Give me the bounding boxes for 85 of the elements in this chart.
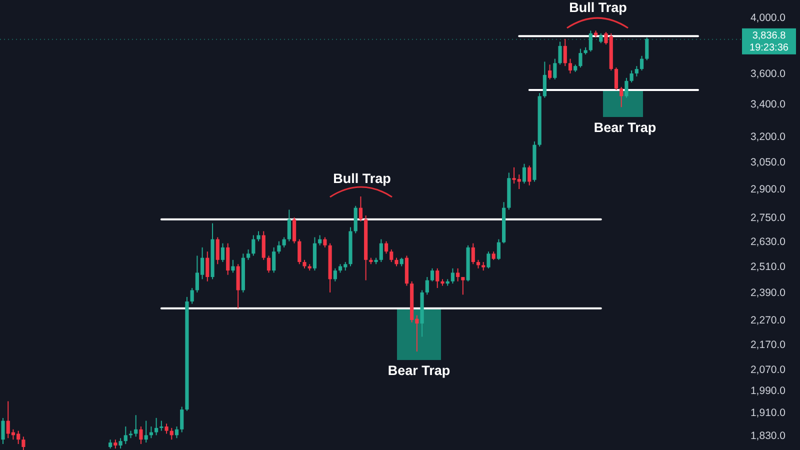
candlestick — [118, 438, 122, 449]
candlestick — [298, 238, 302, 265]
candlestick — [563, 38, 567, 67]
candlestick — [139, 426, 143, 445]
candlestick — [522, 163, 526, 184]
candlestick — [272, 246, 276, 274]
candlestick — [231, 259, 235, 274]
candlestick — [620, 86, 624, 108]
candlestick — [252, 234, 256, 256]
y-tick-label: 2,900.0 — [750, 184, 786, 196]
candlestick — [282, 236, 286, 248]
annotation: Bull Trap — [569, 0, 627, 15]
candlestick — [640, 55, 644, 71]
candlestick — [124, 426, 128, 445]
candlestick — [266, 255, 271, 274]
y-tick-label: 3,200.0 — [750, 131, 786, 144]
candlestick — [226, 242, 230, 276]
candlestick — [323, 236, 327, 248]
candlestick — [333, 268, 337, 282]
candlestick — [390, 248, 394, 263]
candlestick — [450, 268, 455, 284]
candlestick — [624, 77, 628, 98]
candlestick — [558, 41, 562, 66]
y-tick-label: 2,750.0 — [750, 212, 786, 224]
candlestick — [318, 234, 322, 246]
candlestick — [292, 216, 296, 244]
y-tick-label: 1,830.0 — [750, 430, 786, 442]
candlestick — [425, 276, 429, 296]
y-tick-label: 2,630.0 — [750, 236, 786, 248]
candlestick — [206, 251, 210, 282]
candlestick — [160, 420, 164, 432]
ref-line-label: 3,836.8 19:23:36 — [750, 30, 789, 54]
candlestick — [22, 436, 26, 450]
y-tick-label: 4,000.0 — [750, 12, 786, 24]
y-tick-label: 1,910.0 — [750, 406, 786, 419]
y-tick-label: 3,600.0 — [750, 68, 786, 80]
candlestick — [287, 209, 291, 242]
y-tick-label: 2,170.0 — [750, 338, 786, 351]
candlestick — [614, 67, 618, 91]
candlestick — [262, 230, 266, 260]
candlestick — [144, 420, 148, 444]
annotation: Bear Trap — [594, 120, 656, 135]
candlestick — [180, 406, 184, 433]
candlestick — [528, 165, 532, 186]
candlestick — [645, 37, 649, 61]
y-tick-label: 2,070.0 — [750, 364, 786, 376]
candlestick — [256, 230, 260, 242]
candlestick — [379, 238, 383, 263]
candlestick — [384, 240, 388, 254]
candlestick — [358, 196, 363, 222]
candlestick — [599, 32, 603, 44]
candlestick — [630, 70, 634, 83]
candlestick — [548, 64, 552, 80]
y-tick-label: 2,510.0 — [750, 260, 786, 273]
candlestick — [486, 251, 490, 269]
candlestick — [220, 242, 225, 263]
candlestick — [246, 248, 250, 260]
annotation: Bear Trap — [388, 363, 450, 378]
candlestick — [436, 268, 440, 288]
candlestick — [553, 58, 557, 80]
y-tick-label: 3,050.0 — [750, 156, 786, 169]
candlestick — [154, 417, 158, 436]
candlestick — [190, 287, 194, 304]
candlestick — [236, 264, 240, 309]
candlestick — [542, 61, 546, 98]
y-tick-label: 1,990.0 — [750, 385, 786, 398]
candlestick — [164, 423, 168, 434]
candlestick — [496, 238, 500, 260]
candlestick — [471, 242, 475, 265]
y-tick-label: 2,390.0 — [750, 287, 786, 300]
candlestick — [174, 426, 179, 439]
candlestick — [277, 240, 281, 254]
candlestick — [588, 30, 592, 52]
candlestick — [1, 417, 5, 445]
y-tick-label: 2,270.0 — [750, 314, 786, 327]
candlestick — [461, 276, 465, 296]
candlestick — [216, 236, 220, 265]
candlestick — [568, 58, 572, 74]
candlestick — [634, 66, 638, 77]
candlestick — [430, 268, 434, 282]
y-tick-label: 3,400.0 — [750, 98, 786, 111]
annotation: Bull Trap — [333, 171, 391, 186]
candlestick — [456, 268, 460, 282]
candlestick — [354, 205, 358, 234]
candlestick — [578, 48, 582, 68]
